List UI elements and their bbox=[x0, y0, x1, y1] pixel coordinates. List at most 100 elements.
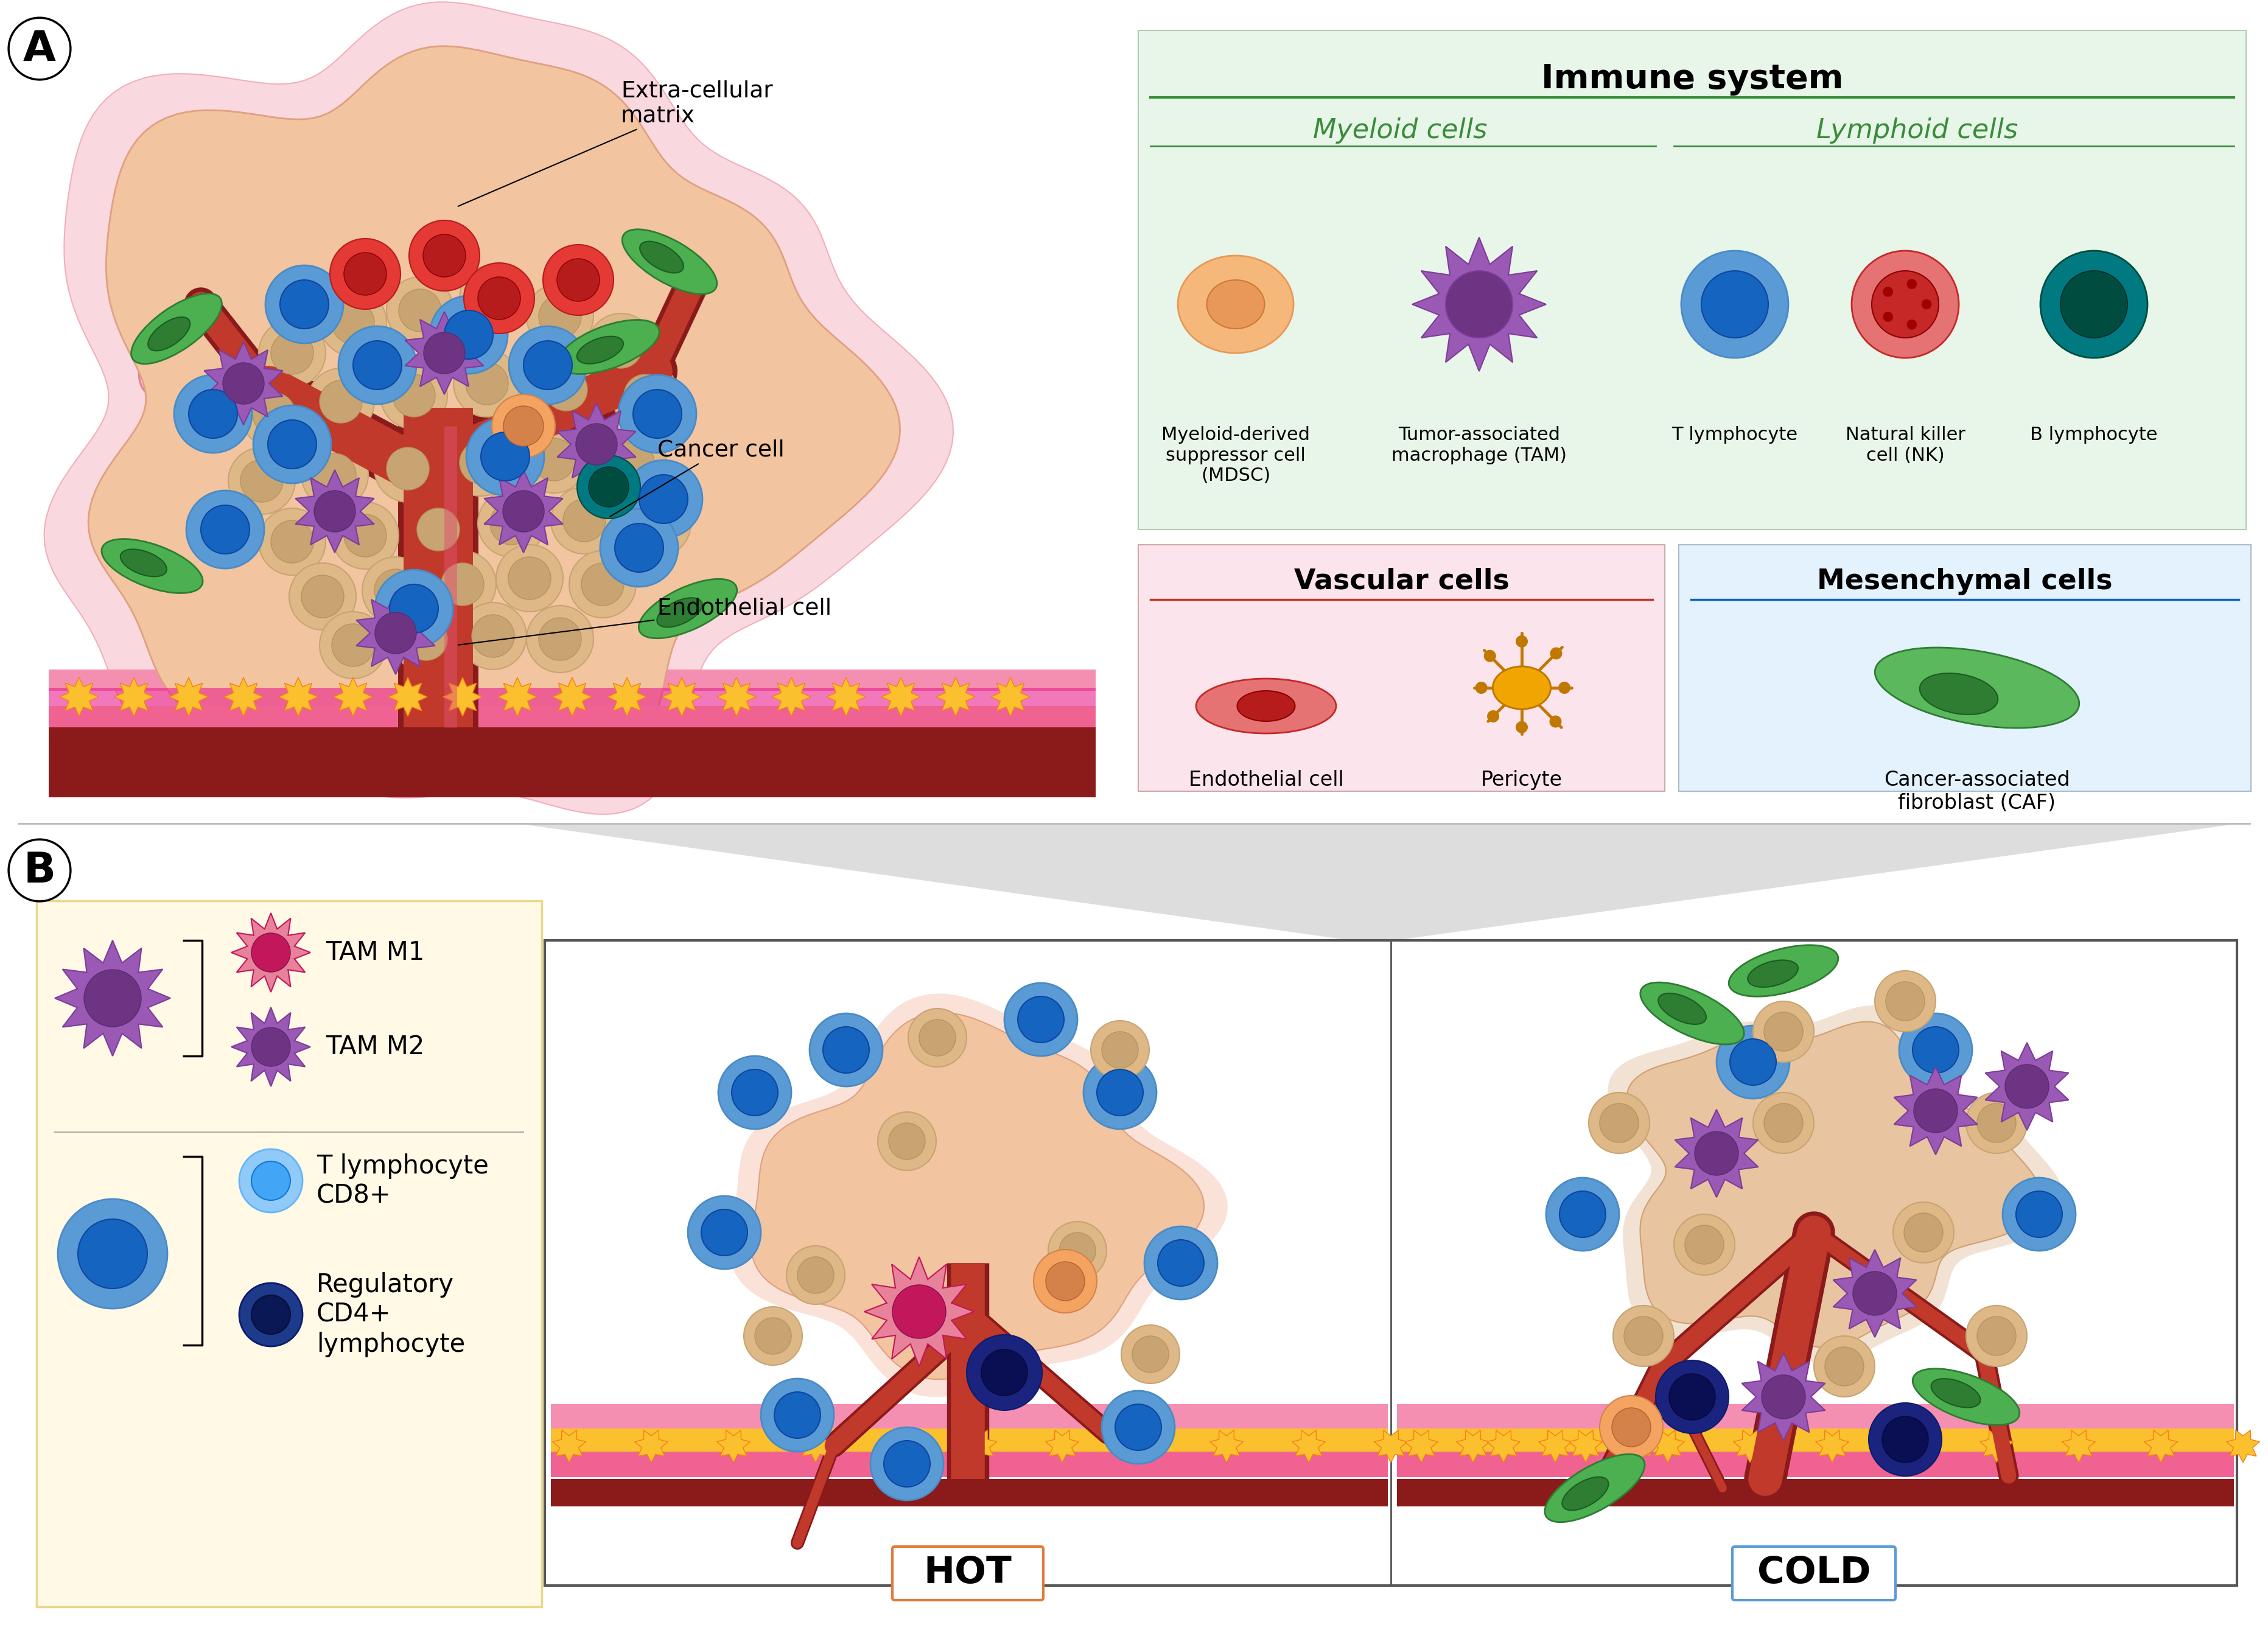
Circle shape bbox=[386, 277, 454, 344]
Polygon shape bbox=[882, 1430, 914, 1463]
Polygon shape bbox=[662, 677, 701, 716]
Circle shape bbox=[331, 502, 399, 570]
Ellipse shape bbox=[1912, 1369, 2019, 1425]
Circle shape bbox=[1547, 1178, 1619, 1250]
Circle shape bbox=[345, 252, 386, 295]
Text: Natural killer
cell (NK): Natural killer cell (NK) bbox=[1846, 427, 1964, 464]
Circle shape bbox=[424, 333, 465, 374]
Circle shape bbox=[1894, 1202, 1955, 1263]
Text: Regulatory
CD4+
lymphocyte: Regulatory CD4+ lymphocyte bbox=[318, 1273, 465, 1357]
Polygon shape bbox=[1622, 1430, 1653, 1463]
Circle shape bbox=[508, 557, 551, 600]
Circle shape bbox=[633, 390, 683, 438]
Polygon shape bbox=[1833, 1250, 1916, 1337]
Polygon shape bbox=[553, 677, 592, 716]
Polygon shape bbox=[608, 677, 646, 716]
Circle shape bbox=[878, 1112, 937, 1171]
Circle shape bbox=[404, 618, 447, 660]
Circle shape bbox=[1613, 1306, 1674, 1367]
Circle shape bbox=[569, 550, 635, 618]
Circle shape bbox=[1694, 1131, 1740, 1176]
Bar bbox=[551, 1405, 1388, 1428]
Polygon shape bbox=[170, 677, 209, 716]
Circle shape bbox=[1120, 1326, 1179, 1383]
Text: Immune system: Immune system bbox=[1540, 63, 1844, 96]
Circle shape bbox=[472, 614, 515, 657]
Circle shape bbox=[399, 290, 442, 331]
Polygon shape bbox=[1046, 1430, 1080, 1463]
Circle shape bbox=[1882, 311, 1894, 321]
Polygon shape bbox=[964, 1430, 996, 1463]
Circle shape bbox=[619, 376, 696, 453]
Circle shape bbox=[374, 570, 454, 647]
Text: Vascular cells: Vascular cells bbox=[1293, 568, 1508, 595]
Circle shape bbox=[1102, 1390, 1175, 1464]
Polygon shape bbox=[1209, 1430, 1243, 1463]
FancyBboxPatch shape bbox=[1733, 1547, 1896, 1601]
Circle shape bbox=[252, 1028, 290, 1066]
Circle shape bbox=[1966, 1092, 2028, 1153]
Circle shape bbox=[581, 563, 624, 606]
Bar bbox=[48, 688, 1095, 707]
Polygon shape bbox=[1985, 1043, 2068, 1130]
Circle shape bbox=[308, 369, 374, 435]
Polygon shape bbox=[388, 677, 426, 716]
Circle shape bbox=[320, 290, 386, 356]
Circle shape bbox=[1978, 1103, 2016, 1143]
Circle shape bbox=[1814, 1336, 1876, 1397]
Circle shape bbox=[519, 427, 587, 492]
Circle shape bbox=[1046, 1262, 1084, 1301]
Circle shape bbox=[1674, 1214, 1735, 1275]
Circle shape bbox=[601, 509, 678, 586]
Bar bbox=[1678, 545, 2250, 791]
Ellipse shape bbox=[558, 320, 660, 374]
Polygon shape bbox=[1733, 1430, 1767, 1463]
Polygon shape bbox=[2143, 1430, 2177, 1463]
Circle shape bbox=[288, 563, 356, 629]
Circle shape bbox=[508, 326, 587, 404]
Circle shape bbox=[526, 606, 594, 672]
Circle shape bbox=[229, 448, 295, 514]
Polygon shape bbox=[1980, 1430, 2014, 1463]
Circle shape bbox=[1059, 1232, 1095, 1270]
Circle shape bbox=[240, 460, 284, 502]
Circle shape bbox=[1978, 1316, 2016, 1355]
Circle shape bbox=[1145, 1227, 1218, 1299]
Circle shape bbox=[1885, 982, 1926, 1021]
Circle shape bbox=[1871, 270, 1939, 338]
Ellipse shape bbox=[1930, 1379, 1980, 1408]
Circle shape bbox=[279, 280, 329, 329]
Circle shape bbox=[467, 418, 544, 496]
Text: Endothelial cell: Endothelial cell bbox=[1188, 769, 1343, 791]
Ellipse shape bbox=[120, 548, 168, 576]
Circle shape bbox=[1762, 1375, 1805, 1418]
Circle shape bbox=[966, 1334, 1041, 1410]
Circle shape bbox=[265, 265, 342, 343]
Circle shape bbox=[1851, 250, 1960, 357]
Polygon shape bbox=[882, 677, 921, 716]
Circle shape bbox=[1599, 1395, 1662, 1459]
Ellipse shape bbox=[576, 336, 624, 364]
Ellipse shape bbox=[621, 229, 717, 295]
Circle shape bbox=[445, 310, 492, 359]
Text: TAM M1: TAM M1 bbox=[327, 940, 424, 965]
Ellipse shape bbox=[1545, 1454, 1644, 1522]
Circle shape bbox=[503, 491, 544, 532]
Ellipse shape bbox=[1876, 647, 2080, 728]
Circle shape bbox=[907, 1008, 966, 1067]
Text: HOT: HOT bbox=[923, 1555, 1012, 1591]
Text: Myeloid cells: Myeloid cells bbox=[1313, 119, 1488, 143]
Polygon shape bbox=[717, 1430, 751, 1463]
Circle shape bbox=[1853, 1271, 1896, 1316]
Circle shape bbox=[744, 1306, 803, 1365]
Circle shape bbox=[612, 362, 678, 430]
Polygon shape bbox=[225, 677, 263, 716]
Ellipse shape bbox=[1728, 945, 1837, 996]
Polygon shape bbox=[1742, 1354, 1826, 1441]
Circle shape bbox=[542, 245, 615, 315]
Circle shape bbox=[810, 1013, 882, 1087]
Bar bbox=[48, 707, 1095, 728]
Circle shape bbox=[1882, 287, 1894, 296]
Ellipse shape bbox=[102, 539, 202, 593]
Polygon shape bbox=[558, 404, 635, 486]
